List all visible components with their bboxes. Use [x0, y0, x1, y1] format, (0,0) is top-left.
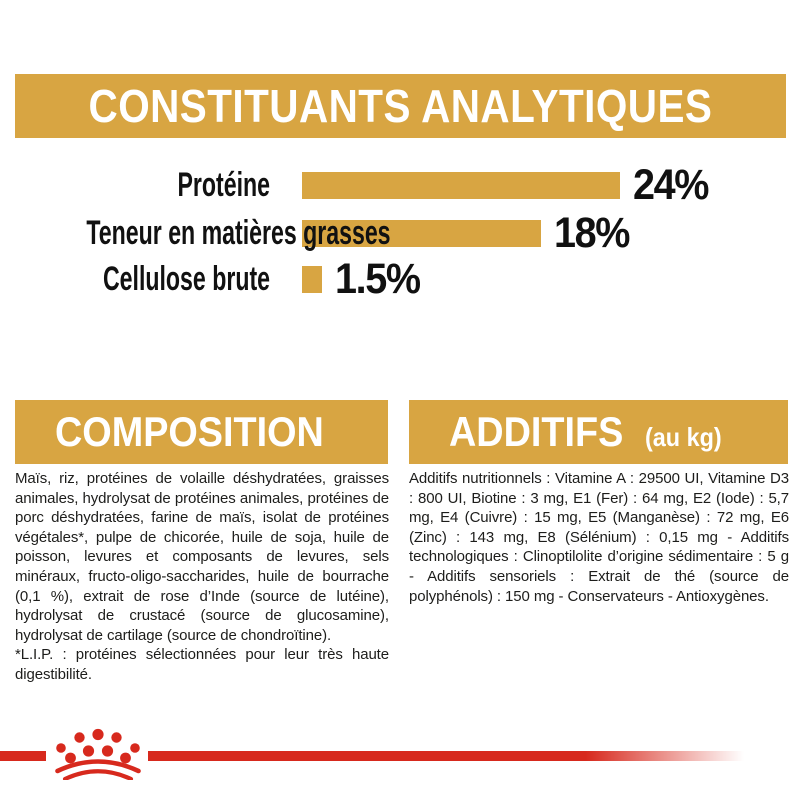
royal-canin-crown-logo — [55, 728, 141, 780]
chart-value-protein: 24% — [633, 160, 709, 209]
title-bar: CONSTITUANTS ANALYTIQUES — [15, 74, 786, 138]
chart-category-label-fat: Teneur en matières grasses — [86, 213, 391, 252]
composition-header-label: COMPOSITION — [55, 408, 324, 455]
composition-header: COMPOSITION — [15, 400, 388, 464]
chart-bar-fat — [302, 219, 541, 247]
footer-line-left — [0, 751, 46, 761]
chart-row-fibre: Cellulose brute 1.5% — [0, 255, 800, 303]
footer-line-right — [148, 751, 756, 761]
chart-value-fat: 18% — [553, 208, 630, 257]
additifs-header-suffix: (au kg) — [644, 421, 722, 452]
additifs-header: ADDITIFS (au kg) — [409, 400, 788, 464]
chart-bar-fibre — [302, 265, 322, 293]
chart-category-label-protein: Protéine — [177, 165, 270, 204]
crown-dots — [56, 728, 140, 764]
composition-footnote: *L.I.P. : protéines sélectionnées pour l… — [15, 646, 389, 683]
composition-text: Maïs, riz, protéines de volaille déshydr… — [15, 470, 389, 644]
chart-row-protein: Protéine 24% — [0, 161, 800, 209]
chart-row-fat: Teneur en matières grasses 18% — [0, 209, 800, 257]
crown-base-arcs — [55, 759, 141, 780]
additifs-header-label: ADDITIFS — [449, 408, 624, 455]
composition-body: Maïs, riz, protéines de volaille déshydr… — [15, 469, 389, 685]
chart-value-fibre: 1.5% — [334, 254, 421, 303]
additifs-body: Additifs nutritionnels : Vitamine A : 29… — [409, 469, 789, 606]
chart-category-label-fibre: Cellulose brute — [102, 259, 270, 298]
additifs-text: Additifs nutritionnels : Vitamine A : 29… — [409, 470, 789, 605]
chart-bar-protein — [302, 171, 620, 199]
page-title: CONSTITUANTS ANALYTIQUES — [88, 80, 713, 132]
